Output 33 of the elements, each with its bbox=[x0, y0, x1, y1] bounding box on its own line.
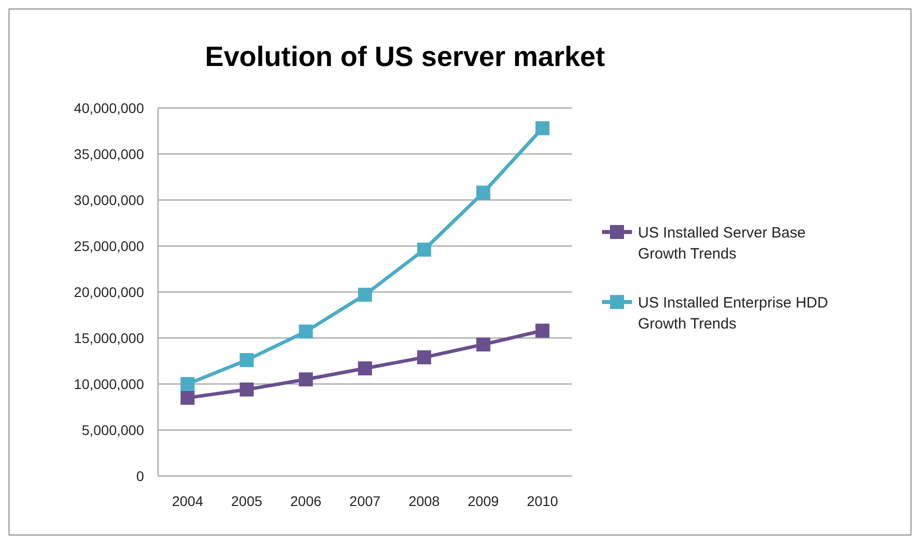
chart-title: Evolution of US server market bbox=[205, 41, 605, 72]
point bbox=[180, 390, 195, 405]
point bbox=[358, 288, 372, 302]
point bbox=[417, 350, 432, 364]
y-tick-label: 25,000,000 bbox=[74, 238, 144, 254]
x-tick-label: 2010 bbox=[526, 493, 558, 509]
point bbox=[535, 324, 550, 338]
y-tick-label: 35,000,000 bbox=[74, 146, 144, 162]
point bbox=[240, 382, 254, 397]
x-tick-label: 2005 bbox=[231, 493, 262, 509]
legend-label: US Installed Server Base Growth Trends bbox=[638, 224, 806, 262]
y-tick-label: 40,000,000 bbox=[74, 100, 144, 116]
point bbox=[476, 337, 490, 352]
legend-label: US Installed Enterprise HDD Growth Trends bbox=[638, 294, 828, 332]
y-tick-label: 30,000,000 bbox=[74, 192, 144, 208]
y-tick-label: 20,000,000 bbox=[74, 284, 144, 300]
y-tick-label: 0 bbox=[136, 468, 144, 484]
x-tick-label: 2009 bbox=[468, 493, 500, 509]
y-tick-label: 10,000,000 bbox=[74, 376, 144, 392]
x-tick-label: 2006 bbox=[290, 493, 322, 509]
point bbox=[358, 361, 372, 376]
point bbox=[298, 324, 313, 339]
y-tick-label: 5,000,000 bbox=[82, 422, 144, 438]
point bbox=[417, 242, 432, 257]
point bbox=[298, 372, 313, 386]
x-tick-label: 2007 bbox=[349, 493, 381, 509]
x-tick-label: 2008 bbox=[408, 493, 440, 509]
y-tick-label: 15,000,000 bbox=[74, 330, 144, 346]
point bbox=[180, 377, 195, 391]
point bbox=[476, 186, 490, 200]
point bbox=[240, 353, 254, 368]
x-tick-label: 2004 bbox=[172, 493, 204, 509]
point bbox=[535, 121, 550, 136]
